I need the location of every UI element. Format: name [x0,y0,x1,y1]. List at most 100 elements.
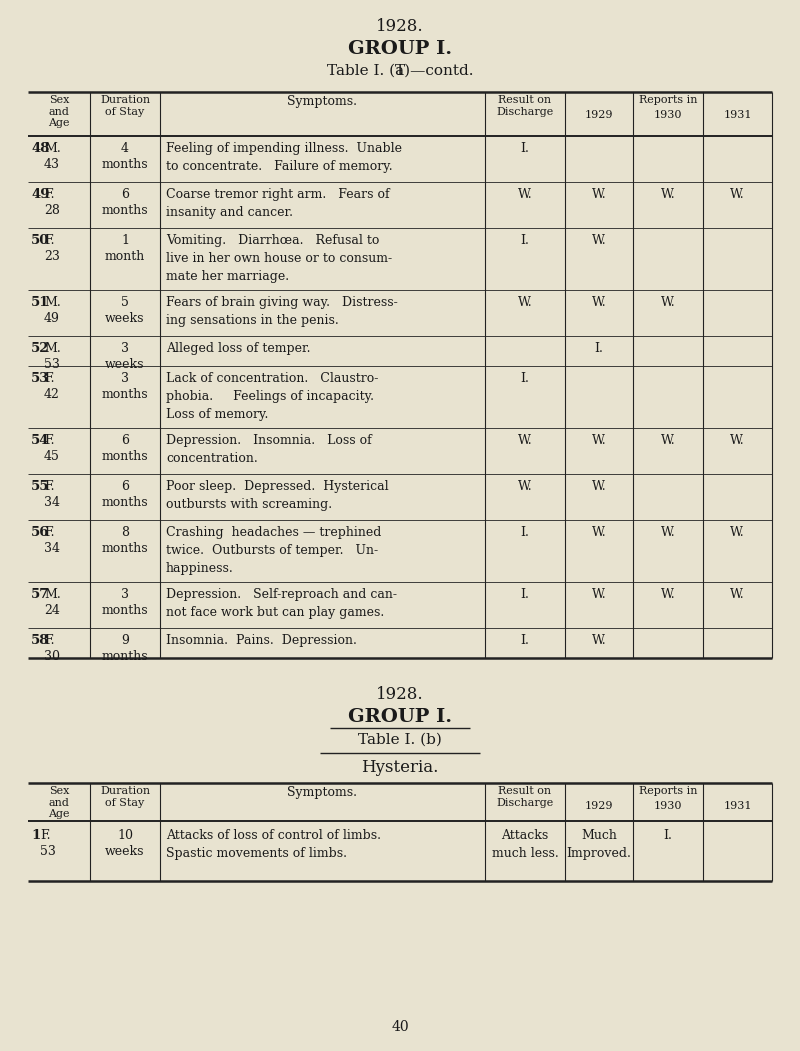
Text: F.: F. [44,634,54,647]
Text: Reports in: Reports in [639,95,698,105]
Text: Vomiting.   Diarrhœa.   Refusal to
live in her own house or to consum-
mate her : Vomiting. Diarrhœa. Refusal to live in h… [166,234,392,283]
Text: 1929: 1929 [585,110,614,120]
Text: 24: 24 [44,604,60,617]
Text: 1928.: 1928. [376,18,424,35]
Text: GROUP I.: GROUP I. [348,708,452,726]
Text: Alleged loss of temper.: Alleged loss of temper. [166,342,310,355]
Text: months: months [102,204,148,217]
Text: Table I. (b): Table I. (b) [358,733,442,747]
Text: 48: 48 [31,142,50,154]
Text: months: months [102,158,148,171]
Text: 5: 5 [121,296,129,309]
Text: F.: F. [44,188,54,201]
Text: 23: 23 [44,250,60,263]
Text: Poor sleep.  Depressed.  Hysterical
outbursts with screaming.: Poor sleep. Depressed. Hysterical outbur… [166,480,389,511]
Text: Coarse tremor right arm.   Fears of
insanity and cancer.: Coarse tremor right arm. Fears of insani… [166,188,390,219]
Text: 1: 1 [31,829,40,842]
Text: 53: 53 [31,372,50,385]
Text: Table I. (a)—contd.: Table I. (a)—contd. [326,64,474,78]
Text: months: months [102,496,148,509]
Text: W.: W. [730,526,745,539]
Text: W.: W. [730,188,745,201]
Text: month: month [105,250,145,263]
Text: W.: W. [661,296,675,309]
Text: Much
Improved.: Much Improved. [566,829,631,860]
Text: M.: M. [44,342,61,355]
Text: 53: 53 [40,845,56,858]
Text: 1928.: 1928. [376,686,424,703]
Text: months: months [102,388,148,401]
Text: W.: W. [592,634,606,647]
Text: months: months [102,604,148,617]
Text: W.: W. [592,480,606,493]
Text: 6: 6 [121,480,129,493]
Text: 49: 49 [31,188,50,201]
Text: 54: 54 [31,434,50,447]
Text: weeks: weeks [106,845,145,858]
Text: Feeling of impending illness.  Unable
to concentrate.   Failure of memory.: Feeling of impending illness. Unable to … [166,142,402,173]
Text: 42: 42 [44,388,60,401]
Text: I.: I. [521,634,530,647]
Text: M.: M. [44,296,61,309]
Text: F.: F. [44,480,54,493]
Text: W.: W. [661,526,675,539]
Text: Result on
Discharge: Result on Discharge [496,786,554,807]
Text: F.: F. [40,829,50,842]
Text: I.: I. [521,588,530,601]
Text: Symptoms.: Symptoms. [287,95,358,108]
Text: GROUP I.: GROUP I. [348,40,452,58]
Text: Insomnia.  Pains.  Depression.: Insomnia. Pains. Depression. [166,634,357,647]
Text: weeks: weeks [106,358,145,371]
Text: W.: W. [730,588,745,601]
Text: I.: I. [521,142,530,154]
Text: I.: I. [521,372,530,385]
Text: 57: 57 [31,588,50,601]
Text: 56: 56 [31,526,50,539]
Text: W.: W. [518,434,532,447]
Text: W.: W. [661,434,675,447]
Text: W.: W. [661,588,675,601]
Text: Result on
Discharge: Result on Discharge [496,95,554,117]
Text: 10: 10 [117,829,133,842]
Text: 50: 50 [31,234,50,247]
Text: 3: 3 [121,342,129,355]
Text: 4: 4 [121,142,129,154]
Text: 1929: 1929 [585,801,614,811]
Text: 58: 58 [31,634,50,647]
Text: 3: 3 [121,588,129,601]
Text: W.: W. [518,296,532,309]
Text: I.: I. [594,342,603,355]
Text: W.: W. [592,588,606,601]
Text: 43: 43 [44,158,60,171]
Text: months: months [102,450,148,463]
Text: W.: W. [518,188,532,201]
Text: T: T [395,64,405,78]
Text: W.: W. [592,526,606,539]
Text: Crashing  headaches — trephined
twice.  Outbursts of temper.   Un-
happiness.: Crashing headaches — trephined twice. Ou… [166,526,382,575]
Text: F.: F. [44,526,54,539]
Text: W.: W. [592,434,606,447]
Text: W.: W. [730,434,745,447]
Text: 8: 8 [121,526,129,539]
Text: 1930: 1930 [654,110,682,120]
Text: F.: F. [44,372,54,385]
Text: W.: W. [592,296,606,309]
Text: 1931: 1931 [723,801,752,811]
Text: I.: I. [521,234,530,247]
Text: 28: 28 [44,204,60,217]
Text: months: months [102,542,148,555]
Text: Attacks
much less.: Attacks much less. [492,829,558,860]
Text: M.: M. [44,142,61,154]
Text: 3: 3 [121,372,129,385]
Text: 30: 30 [44,650,60,663]
Text: W.: W. [592,234,606,247]
Text: 6: 6 [121,434,129,447]
Text: Hysteria.: Hysteria. [362,759,438,776]
Text: Duration
of Stay: Duration of Stay [100,786,150,807]
Text: 40: 40 [391,1021,409,1034]
Text: 51: 51 [31,296,50,309]
Text: Reports in: Reports in [639,786,698,796]
Text: I.: I. [521,526,530,539]
Text: months: months [102,650,148,663]
Text: 9: 9 [121,634,129,647]
